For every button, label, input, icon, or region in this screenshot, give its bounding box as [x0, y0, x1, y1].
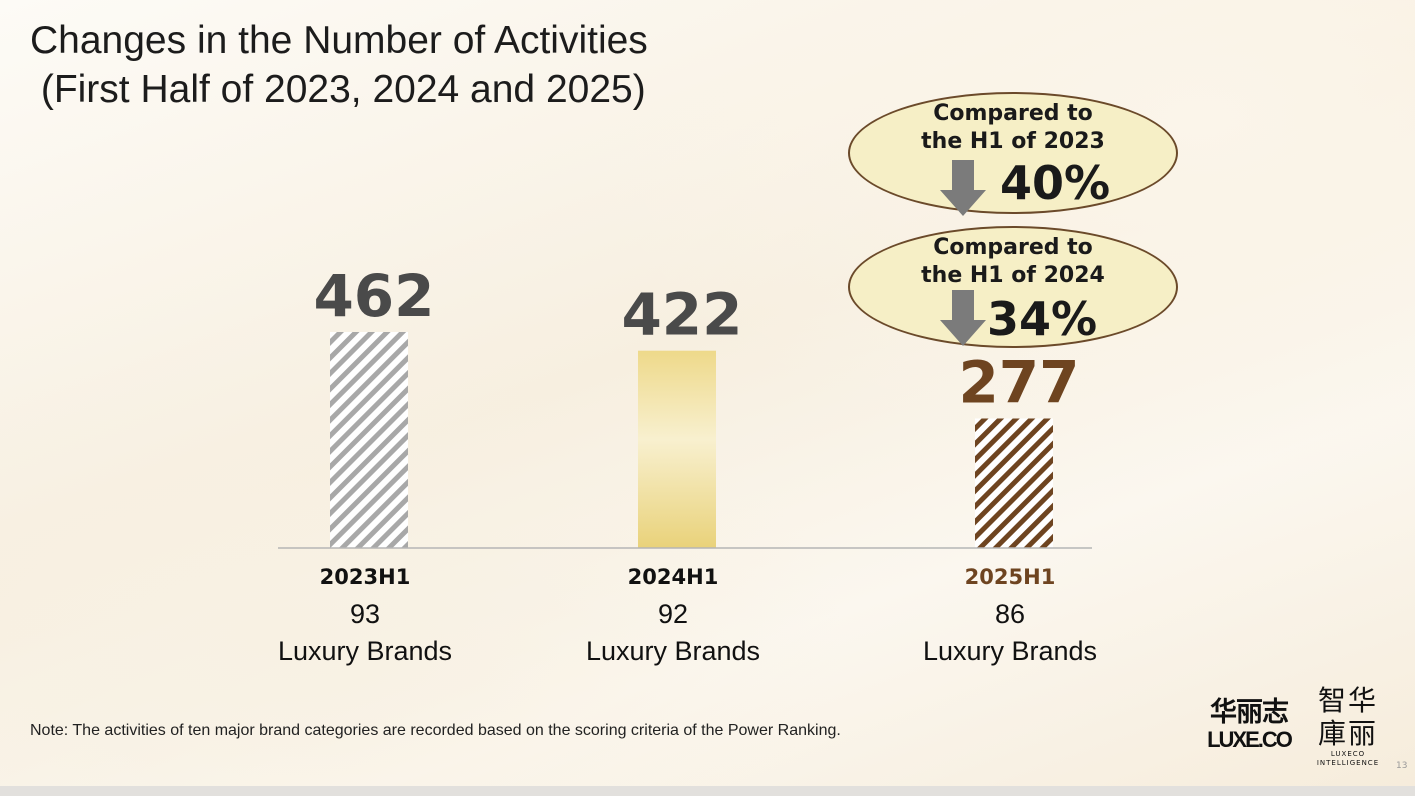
brand-count-2023H1: 93 — [350, 599, 380, 629]
comparison-label-line1: Compared to — [933, 235, 1093, 260]
page-number: 13 — [1396, 761, 1408, 771]
logo-en-text: LUXE.CO — [1207, 727, 1293, 752]
arrow-down-icon — [940, 290, 986, 346]
page-title: Changes in the Number of Activities (Fir… — [30, 19, 648, 111]
brand-count-2024H1: 92 — [658, 599, 688, 629]
value-label-2023H1: 462 — [313, 262, 434, 330]
brand-label-2023H1: Luxury Brands — [278, 636, 452, 666]
footnote: Note: The activities of ten major brand … — [30, 722, 841, 739]
logo2-en-line2: INTELLIGENCE — [1316, 759, 1380, 767]
value-label-2024H1: 422 — [621, 281, 742, 349]
comparison-percent: 40% — [1000, 156, 1111, 210]
comparison-bubble-2024: Compared to the H1 of 2024 34% — [848, 226, 1178, 348]
comparison-label-line1: Compared to — [933, 101, 1093, 126]
bottom-strip — [0, 786, 1415, 796]
comparison-bubble-2023: Compared to the H1 of 2023 40% — [848, 92, 1178, 216]
category-label-2023H1: 2023H1 — [320, 565, 411, 589]
category-label-2024H1: 2024H1 — [628, 565, 719, 589]
value-label-2025H1: 277 — [958, 348, 1079, 416]
luxeco-intelligence-logo: 智华 庫丽 LUXECO INTELLIGENCE — [1312, 684, 1384, 768]
bar-2024H1 — [638, 350, 716, 548]
logo2-en-line1: LUXECO — [1330, 750, 1366, 758]
category-label-2025H1: 2025H1 — [965, 565, 1056, 589]
comparison-percent: 34% — [987, 292, 1098, 346]
logo-cn-text: 华丽志 — [1210, 697, 1289, 728]
logo2-cn-line2: 庫丽 — [1317, 717, 1378, 750]
bar-2025H1 — [975, 418, 1053, 548]
bar-2023H1 — [330, 332, 408, 548]
brand-label-2024H1: Luxury Brands — [586, 636, 760, 666]
comparison-label-line2: the H1 of 2024 — [921, 263, 1105, 288]
comparison-label-line2: the H1 of 2023 — [921, 129, 1105, 154]
logo2-cn-line1: 智华 — [1317, 684, 1378, 717]
arrow-down-icon — [940, 160, 986, 216]
brand-label-2025H1: Luxury Brands — [923, 636, 1097, 666]
brand-count-2025H1: 86 — [995, 599, 1025, 629]
luxeco-logo: 华丽志 LUXE.CO — [1200, 698, 1298, 752]
